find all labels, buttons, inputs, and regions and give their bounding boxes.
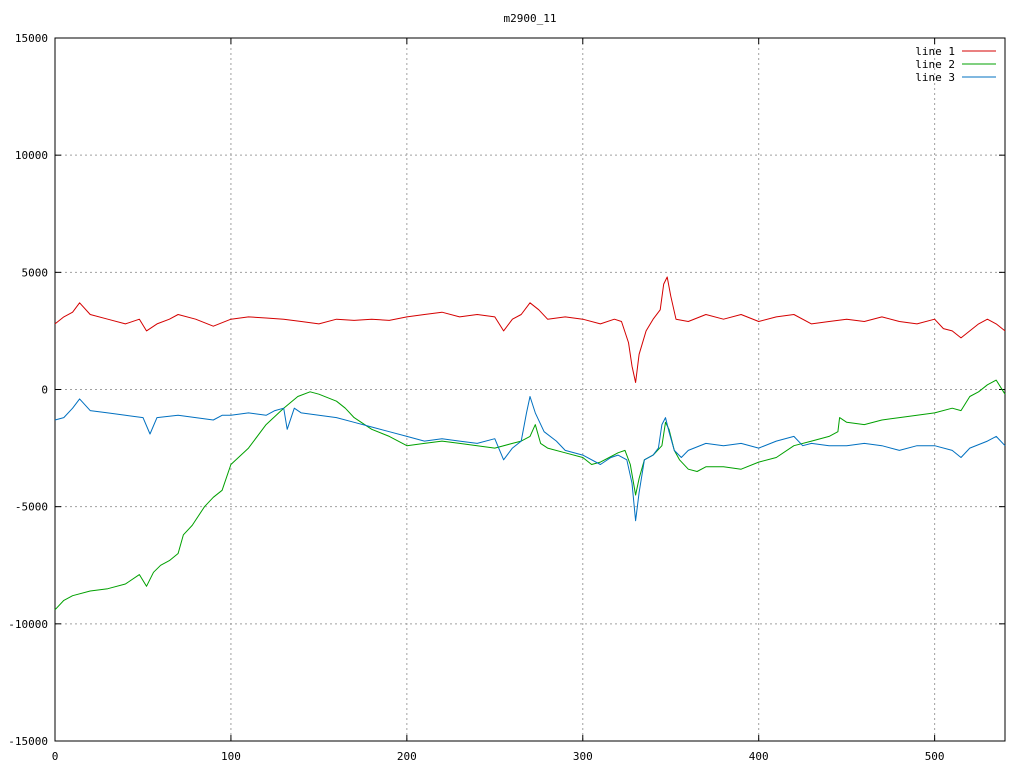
y-tick-label: 0 [41,384,48,397]
y-tick-label: -5000 [15,501,48,514]
chart-title: m2900_11 [504,12,557,25]
axis-ticks: 0 100 200 300 400 500 -15000 -10000 -5000 0 5000 10… [8,32,1005,763]
series-line-3 [54,396,1006,522]
x-tick-label: 100 [221,750,241,763]
x-tick-label: 0 [52,750,59,763]
x-tick-label: 300 [573,750,593,763]
y-tick-label: 5000 [22,266,49,279]
y-tick-label: -15000 [8,735,48,748]
y-tick-label: 15000 [15,32,48,45]
legend-label: line 1 [915,45,955,58]
series-line-2 [54,379,1006,611]
y-tick-label: -10000 [8,618,48,631]
y-tick-label: 10000 [15,149,48,162]
series-line-1 [54,276,1006,383]
x-tick-label: 200 [397,750,417,763]
series-layer [54,276,1006,611]
x-tick-label: 400 [749,750,769,763]
legend-label: line 2 [915,58,955,71]
x-tick-label: 500 [925,750,945,763]
legend-label: line 3 [915,71,955,84]
grid-lines [55,38,1005,741]
